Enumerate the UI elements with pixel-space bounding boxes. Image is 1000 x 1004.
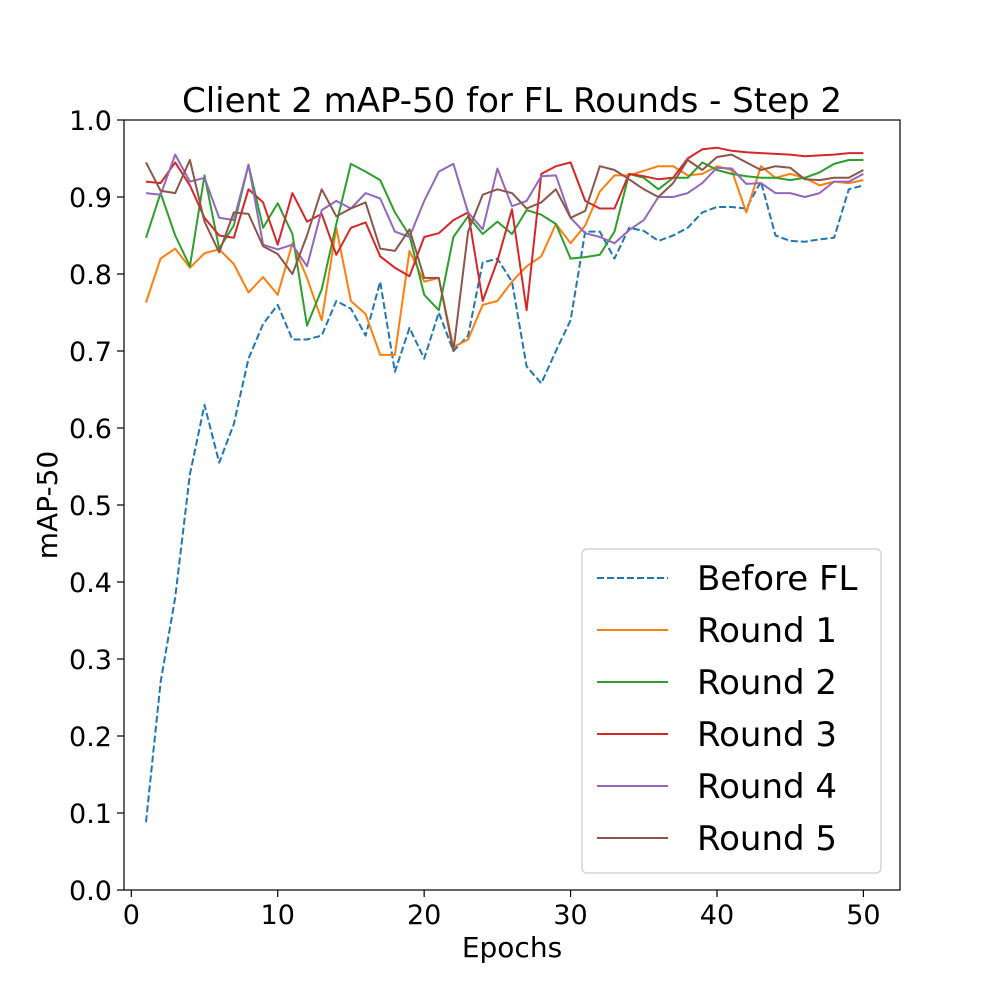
y-tick-label: 0.3 xyxy=(69,645,112,676)
legend-label: Round 3 xyxy=(697,715,837,755)
legend-label: Round 5 xyxy=(697,819,837,859)
y-tick-label: 0.4 xyxy=(69,568,112,599)
y-tick-label: 0.8 xyxy=(69,260,112,291)
y-tick-label: 0.0 xyxy=(69,876,112,907)
axis-ticks: 0 10 20 30 40 50 0.0 0.1 0.2 0.3 0.4 0.5 0.6 0.7 0.8 0.… xyxy=(69,106,881,931)
x-tick-label: 40 xyxy=(700,900,734,931)
x-tick-label: 10 xyxy=(261,900,295,931)
series-line-round-2 xyxy=(145,159,864,327)
axes-frame xyxy=(123,119,901,891)
series-line-round-1 xyxy=(145,165,864,356)
plot-area xyxy=(145,146,864,823)
series-line-round-3 xyxy=(145,146,864,312)
x-tick-label: 20 xyxy=(407,900,441,931)
legend-label: Round 2 xyxy=(697,663,837,703)
y-tick-label: 1.0 xyxy=(69,106,112,137)
x-tick-label: 0 xyxy=(123,900,140,931)
series-line-round-5 xyxy=(145,153,864,352)
series-line-round-4 xyxy=(145,153,864,268)
y-axis-label: mAP-50 xyxy=(31,451,64,559)
chart-title: Client 2 mAP-50 for FL Rounds - Step 2 xyxy=(182,81,842,121)
x-tick-label: 30 xyxy=(553,900,587,931)
legend-label: Round 1 xyxy=(697,611,837,651)
legend-label: Before FL xyxy=(697,559,858,599)
y-tick-label: 0.6 xyxy=(69,414,112,445)
x-axis-label: Epochs xyxy=(462,931,562,964)
y-tick-label: 0.9 xyxy=(69,183,112,214)
legend-label: Round 4 xyxy=(697,767,837,807)
y-tick-label: 0.5 xyxy=(69,491,112,522)
x-tick-label: 50 xyxy=(846,900,880,931)
y-tick-label: 0.1 xyxy=(69,799,112,830)
y-tick-label: 0.2 xyxy=(69,722,112,753)
y-tick-label: 0.7 xyxy=(69,337,112,368)
legend: Before FL Round 1 Round 2 Round 3 Round 4 Rou… xyxy=(581,548,882,874)
